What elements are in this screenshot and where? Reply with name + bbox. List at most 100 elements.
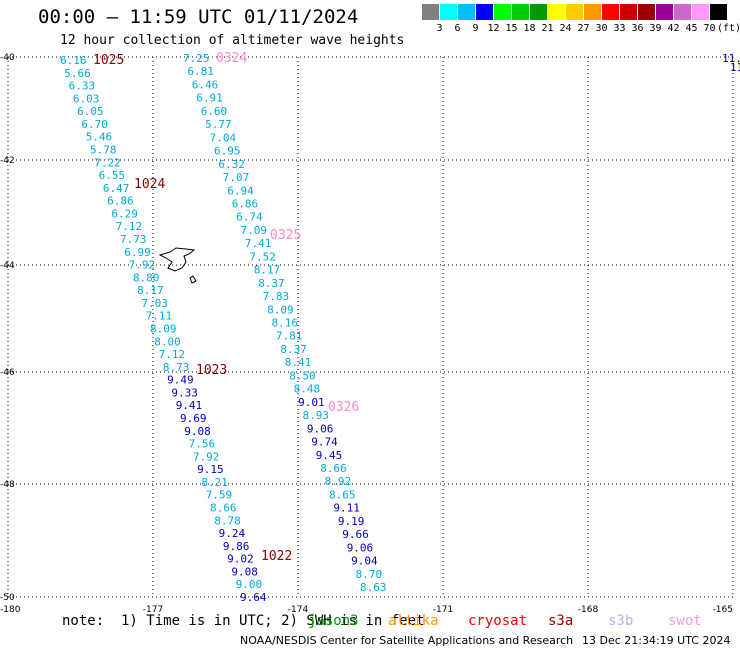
- track-b-value: 9.66: [342, 528, 369, 541]
- track-b-value: 8.17: [254, 264, 280, 277]
- credit-timestamp: 13 Dec 21:34:19 UTC 2024: [582, 634, 731, 647]
- track-b-value: 5.77: [205, 118, 232, 131]
- page-subtitle: 12 hour collection of altimeter wave hei…: [60, 33, 405, 48]
- scale-swatch: [656, 4, 673, 20]
- track-a-value: 7.56: [189, 438, 216, 451]
- satellite-legend-swot: swot: [668, 613, 702, 629]
- track-a-value: 9.33: [171, 386, 198, 399]
- track-b-value: 9.74: [311, 436, 338, 449]
- track-b-value: 7.83: [263, 290, 290, 303]
- track-a-value: 9.00: [236, 578, 263, 591]
- pass-label: 1025: [93, 53, 124, 68]
- track-a-value: 9.24: [219, 527, 246, 540]
- track-b-value: 9.01: [298, 396, 325, 409]
- scale-swatch: [710, 4, 727, 20]
- scale-label: 45: [685, 23, 698, 34]
- track-b-value: 8.41: [285, 356, 312, 369]
- track-a-value: 7.73: [120, 233, 147, 246]
- track-a-value: 7.12: [159, 348, 186, 361]
- lon-tick-label: -165: [713, 605, 733, 615]
- island-outline: [158, 247, 197, 284]
- satellite-legend-s3b: s3b: [608, 613, 634, 629]
- scale-label: 18: [523, 23, 536, 34]
- scale-label: 24: [559, 23, 572, 34]
- track-a-value: 6.03: [73, 92, 100, 105]
- scale-swatch: [512, 4, 529, 20]
- track-a-value: 7.03: [141, 297, 168, 310]
- scale-swatch: [638, 4, 655, 20]
- track-b-value: 9.06: [347, 541, 374, 554]
- track-a-value: 8.21: [201, 476, 228, 489]
- scale-swatch: [494, 4, 511, 20]
- lat-tick-label: -44: [0, 261, 15, 271]
- track-b-value: 7.25: [183, 52, 210, 65]
- track-a-value: 5.78: [90, 144, 117, 157]
- track-b-value: 6.94: [227, 184, 254, 197]
- track-b-value: 7.81: [276, 330, 303, 343]
- scale-swatch: [422, 4, 439, 20]
- scale-swatch: [548, 4, 565, 20]
- track-b-value: 8.48: [294, 383, 321, 396]
- pass-label: 0325: [270, 228, 301, 243]
- edge-value: 11.4: [722, 52, 740, 65]
- lon-tick-label: -174: [288, 605, 309, 615]
- track-a-value: 9.49: [167, 374, 194, 387]
- scale-label: 70: [703, 23, 716, 34]
- track-b-value: 8.70: [356, 568, 383, 581]
- scale-swatch: [692, 4, 709, 20]
- track-b-value: 6.32: [218, 158, 245, 171]
- scale-swatch: [566, 4, 583, 20]
- lat-tick-label: -46: [0, 368, 15, 378]
- track-a-value: 5.66: [64, 67, 91, 80]
- track-b-value: 6.74: [236, 211, 263, 224]
- scale-label: 27: [577, 23, 590, 34]
- track-a-value: 6.05: [77, 105, 104, 118]
- scale-swatch: [620, 4, 637, 20]
- track-a-value: 6.47: [103, 182, 129, 195]
- pass-label: 0324: [216, 51, 247, 66]
- track-b-value: 7.04: [210, 131, 237, 144]
- track-b-value: 9.06: [307, 422, 334, 435]
- footer-note: note: 1) Time is in UTC; 2) SWH is in fe…: [62, 613, 425, 629]
- track-a-value: 6.55: [99, 169, 126, 182]
- scale-swatch: [674, 4, 691, 20]
- lat-tick-label: -42: [0, 156, 15, 166]
- pass-label: 1023: [196, 363, 227, 378]
- scale-label: 33: [613, 23, 626, 34]
- track-b-value: 8.93: [303, 409, 330, 422]
- lon-tick-label: -180: [0, 605, 21, 615]
- pass-label: 1022: [261, 549, 292, 564]
- pass-label: 1024: [134, 177, 165, 192]
- track-b-value: 9.11: [333, 502, 360, 515]
- track-a-value: 9.69: [180, 412, 207, 425]
- track-b-value: 6.60: [201, 105, 228, 118]
- scale-label: 15: [505, 23, 518, 34]
- scale-label: 39: [649, 23, 662, 34]
- satellite-legend-altika: altika: [388, 613, 439, 629]
- page-title: 00:00 – 11:59 UTC 01/11/2024: [38, 6, 359, 28]
- lat-tick-label: -48: [0, 480, 15, 490]
- track-b-value: 8.37: [280, 343, 307, 356]
- scale-label: 3: [436, 23, 443, 34]
- track-a-value: 7.22: [94, 156, 121, 169]
- track-a-value: 7.92: [129, 259, 156, 272]
- scale-swatch: [584, 4, 601, 20]
- track-b-value: 9.04: [351, 555, 378, 568]
- track-a-value: 9.86: [223, 540, 250, 553]
- track-a-value: 8.80: [133, 271, 160, 284]
- track-b-value: 6.91: [196, 92, 223, 105]
- track-a-value: 6.99: [124, 246, 151, 259]
- scale-label: 30: [595, 23, 608, 34]
- track-a-value: 8.66: [210, 502, 237, 515]
- track-b-value: 7.09: [241, 224, 268, 237]
- track-b-value: 7.52: [249, 250, 276, 263]
- track-a-value: 7.11: [146, 310, 173, 323]
- track-b-value: 8.50: [289, 369, 316, 382]
- scale-swatch: [530, 4, 547, 20]
- track-b-value: 6.86: [232, 198, 259, 211]
- scale-label: 6: [454, 23, 461, 34]
- scale-swatch: [440, 4, 457, 20]
- track-a-value: 7.59: [206, 489, 233, 502]
- track-a-value: 7.12: [116, 220, 143, 233]
- track-b-value: 7.07: [223, 171, 250, 184]
